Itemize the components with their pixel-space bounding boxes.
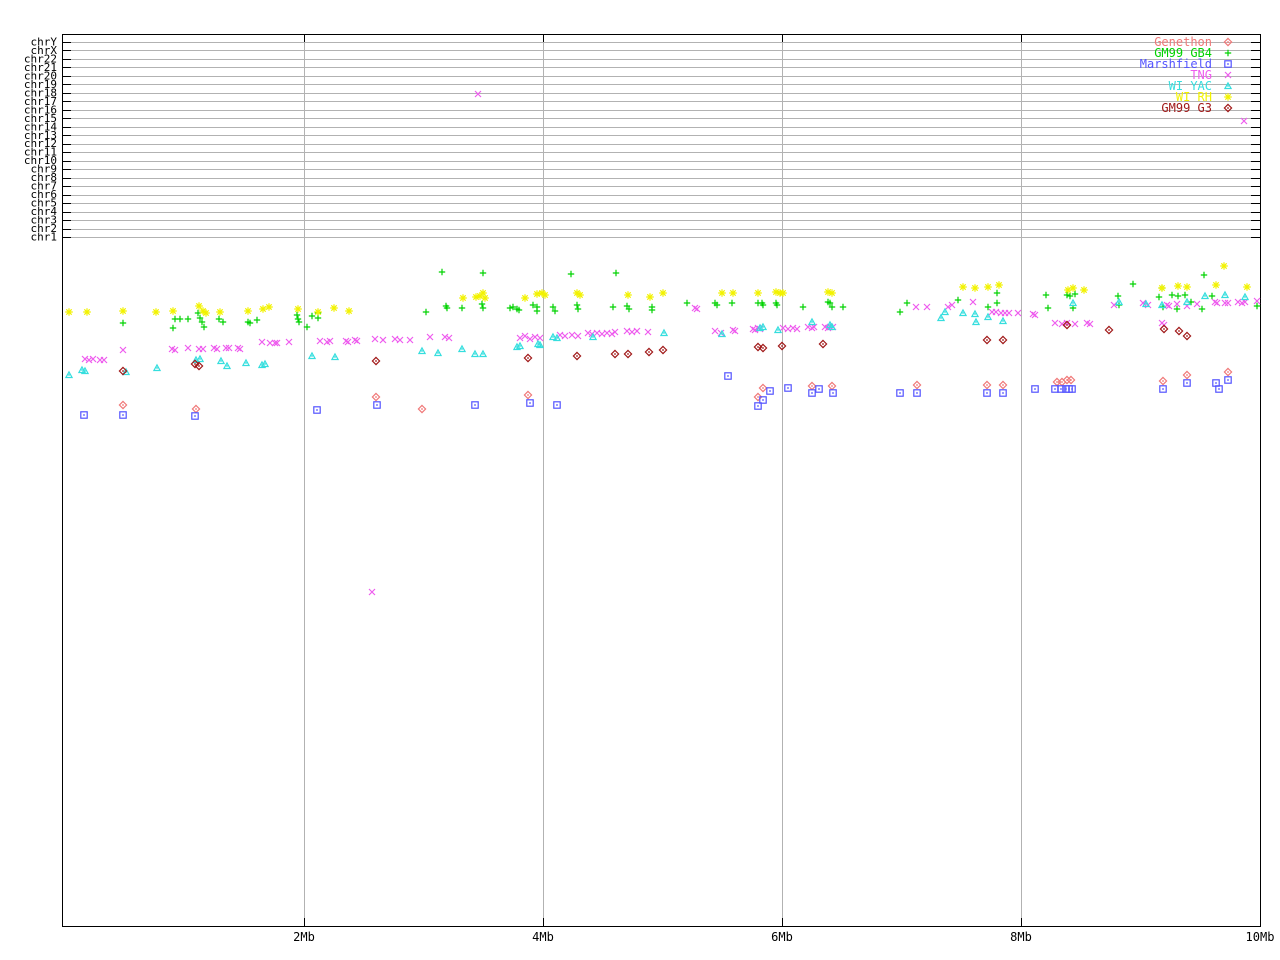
- y-tick-label: chr3: [31, 214, 58, 227]
- axis-tick-labels: chrYchrXchr22chr21chr20chr19chr18chr17ch…: [24, 36, 1275, 945]
- y-tick-label: chr11: [24, 146, 57, 159]
- legend-marker-genethon: [1223, 37, 1233, 47]
- y-tick-label: chr4: [31, 205, 58, 218]
- legend-marker-gm99-gb4: [1224, 49, 1232, 57]
- series-gm99-g3: [118, 320, 1192, 376]
- y-tick-label: chr17: [24, 95, 57, 108]
- y-tick-label: chr16: [24, 103, 57, 116]
- legend-marker-gm99-g3: [1223, 103, 1233, 113]
- legend-label-gm99-gb4: GM99 GB4: [1154, 46, 1212, 60]
- x-tick-label: 10Mb: [1246, 930, 1275, 944]
- legend-label-gm99-g3: GM99 G3: [1161, 101, 1212, 115]
- y-tick-label: chr1: [31, 230, 58, 243]
- y-tick-label: chr10: [24, 154, 57, 167]
- series-wi-yac: [64, 290, 1250, 379]
- y-tick-label: chr5: [31, 197, 58, 210]
- y-tick-label: chr2: [31, 222, 58, 235]
- legend-marker-wi-yac: [1223, 81, 1233, 90]
- y-tick-label: chrY: [31, 36, 58, 49]
- series-wi-rh: [65, 262, 1251, 317]
- y-tick-label: chr19: [24, 78, 57, 91]
- y-tick-label: chr9: [31, 163, 58, 176]
- y-tick-label: chr21: [24, 61, 57, 74]
- legend-label-wi-rh: WI RH: [1176, 90, 1212, 104]
- y-tick-label: chr13: [24, 129, 57, 142]
- legend-label-genethon: Genethon: [1154, 35, 1212, 49]
- legend-label-tng: TNG: [1190, 68, 1212, 82]
- y-tick-label: chrX: [31, 44, 58, 57]
- x-tick-label: 6Mb: [771, 930, 793, 944]
- y-tick-label: chr22: [24, 52, 57, 65]
- series-gm99-gb4: [119, 268, 1261, 332]
- x-tick-label: 8Mb: [1010, 930, 1032, 944]
- y-tick-label: chr18: [24, 86, 57, 99]
- plot-frame: [62, 34, 1261, 927]
- legend-marker-tng: [1224, 71, 1232, 79]
- x-tick-label: 4Mb: [532, 930, 554, 944]
- y-tick-label: chr8: [31, 171, 58, 184]
- series-genethon: [118, 367, 1233, 414]
- x-tick-label: 2Mb: [293, 930, 315, 944]
- series-marshfield: [80, 372, 1232, 420]
- legend-label-marshfield: Marshfield: [1140, 57, 1212, 71]
- legend-marker-wi-rh: [1224, 93, 1232, 101]
- y-tick-label: chr6: [31, 188, 58, 201]
- legend-label-wi-yac: WI YAC: [1169, 79, 1212, 93]
- y-tick-label: chr7: [31, 180, 58, 193]
- gridlines: [62, 34, 1260, 926]
- y-tick-label: chr14: [24, 120, 57, 133]
- y-tick-label: chr20: [24, 69, 57, 82]
- legend-marker-marshfield: [1224, 60, 1232, 68]
- y-tick-label: chr15: [24, 112, 57, 125]
- y-tick-label: chr12: [24, 137, 57, 150]
